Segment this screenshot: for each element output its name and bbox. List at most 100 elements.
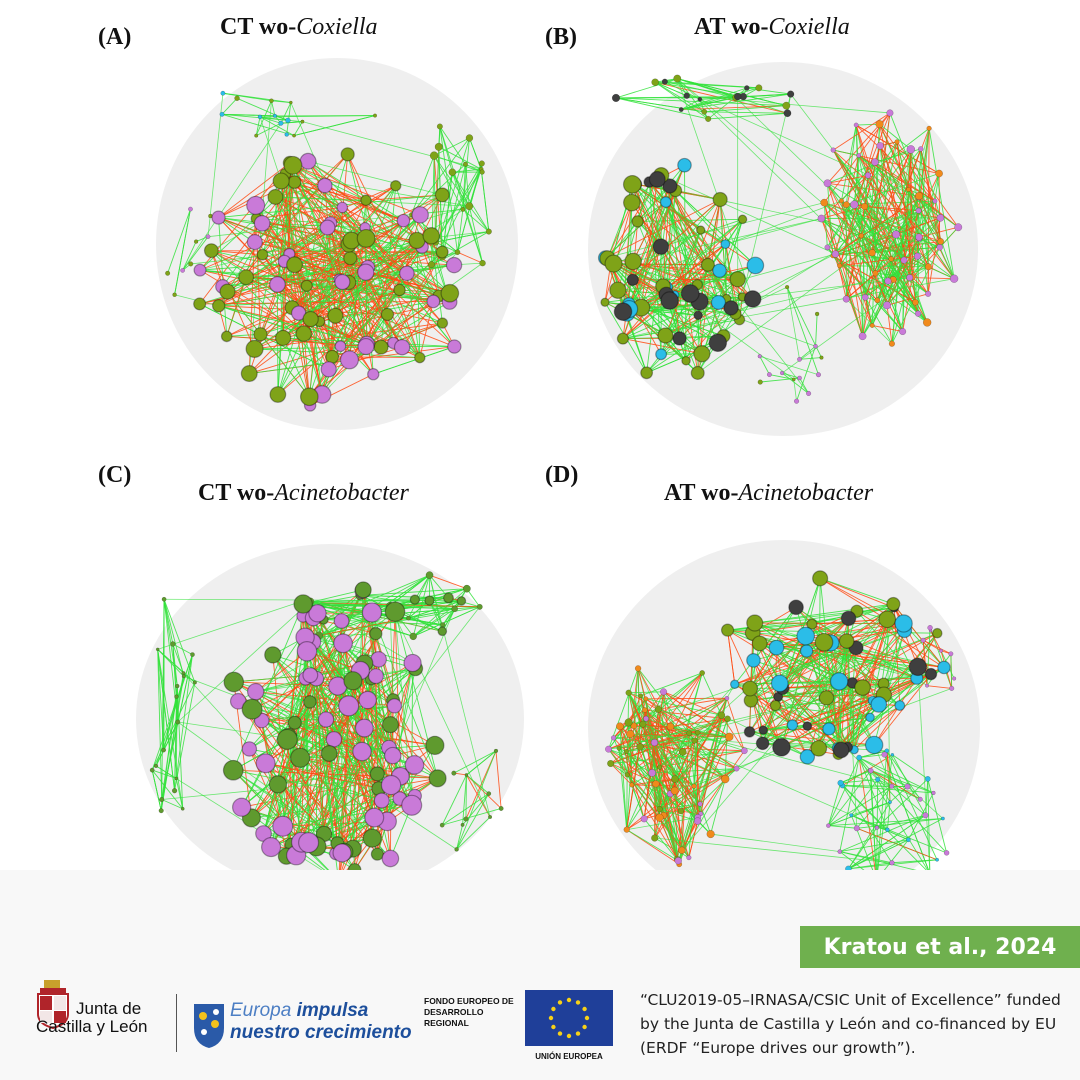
negative-edge bbox=[261, 223, 330, 370]
positive-edge bbox=[879, 123, 912, 150]
network-node bbox=[203, 243, 219, 259]
network-node bbox=[954, 223, 963, 232]
positive-edge bbox=[277, 185, 326, 285]
positive-edge bbox=[827, 182, 920, 238]
network-node bbox=[613, 302, 633, 322]
positive-edge bbox=[222, 92, 291, 103]
positive-edge bbox=[431, 155, 435, 265]
network-node bbox=[725, 732, 734, 742]
negative-edge bbox=[694, 740, 737, 769]
network-node bbox=[856, 754, 862, 761]
network-node bbox=[938, 648, 943, 653]
negative-edge bbox=[619, 726, 680, 865]
network-node bbox=[317, 711, 335, 728]
positive-edge bbox=[373, 346, 455, 375]
positive-edge bbox=[762, 647, 857, 744]
network-node bbox=[403, 653, 422, 673]
network-node bbox=[712, 191, 728, 208]
positive-edge bbox=[827, 182, 892, 260]
network-node bbox=[787, 90, 795, 98]
positive-edge bbox=[254, 162, 291, 349]
network-node bbox=[254, 133, 259, 138]
positive-edge bbox=[781, 266, 929, 374]
positive-edge bbox=[699, 98, 920, 199]
positive-edge bbox=[654, 742, 701, 805]
network-node bbox=[220, 330, 233, 343]
network-node bbox=[493, 748, 499, 754]
positive-edge bbox=[408, 574, 430, 619]
network-node bbox=[354, 718, 374, 738]
positive-edge bbox=[233, 769, 325, 835]
network-node bbox=[463, 816, 469, 822]
network-node bbox=[334, 273, 351, 291]
positive-edge bbox=[659, 635, 806, 768]
network-node bbox=[158, 808, 164, 814]
network-node bbox=[924, 263, 932, 271]
negative-edge bbox=[832, 149, 941, 248]
network-node bbox=[308, 604, 327, 623]
network-node bbox=[219, 111, 225, 117]
panel-title-c: CT wo-Acinetobacter bbox=[198, 480, 409, 506]
network-node bbox=[656, 764, 663, 770]
network-node bbox=[693, 310, 703, 321]
negative-edge bbox=[759, 623, 904, 644]
negative-edge bbox=[681, 105, 787, 110]
positive-edge bbox=[177, 654, 193, 723]
positive-edge bbox=[839, 814, 926, 853]
positive-edge bbox=[468, 169, 482, 207]
positive-edge bbox=[793, 379, 797, 402]
positive-edge bbox=[628, 692, 695, 787]
negative-edge bbox=[662, 265, 756, 287]
network-node bbox=[788, 599, 804, 616]
network-node bbox=[949, 685, 955, 691]
negative-edge bbox=[608, 697, 728, 750]
network-node bbox=[733, 765, 740, 772]
positive-edge bbox=[236, 97, 289, 121]
positive-edge bbox=[886, 128, 930, 306]
network-node bbox=[931, 790, 936, 796]
positive-edge bbox=[856, 123, 880, 126]
positive-edge bbox=[845, 204, 873, 326]
panel-title-d: AT wo-Acinetobacter bbox=[664, 480, 874, 506]
negative-edge bbox=[856, 827, 938, 861]
positive-edge bbox=[221, 113, 275, 117]
network-node bbox=[380, 307, 395, 322]
fondo-europeo-label: FONDO EUROPEO DE DESARROLLO REGIONAL bbox=[424, 996, 514, 1028]
positive-edge bbox=[466, 750, 497, 776]
network-node bbox=[211, 299, 226, 313]
network-node bbox=[875, 120, 884, 129]
network-node bbox=[240, 365, 258, 383]
positive-edge bbox=[282, 747, 390, 827]
positive-edge bbox=[163, 599, 178, 687]
positive-edge bbox=[827, 247, 903, 332]
positive-edge bbox=[238, 599, 416, 702]
network-node bbox=[625, 689, 632, 696]
negative-edge bbox=[853, 705, 901, 751]
negative-edge bbox=[879, 145, 911, 278]
network-node bbox=[268, 775, 288, 794]
negative-edge bbox=[348, 282, 367, 347]
network-node bbox=[864, 172, 872, 179]
positive-edge bbox=[174, 209, 191, 295]
positive-edge bbox=[827, 183, 834, 256]
positive-edge bbox=[152, 769, 177, 779]
network-node bbox=[706, 829, 715, 839]
positive-edge bbox=[626, 697, 827, 752]
network-node bbox=[600, 297, 610, 307]
eu-star bbox=[584, 1015, 590, 1021]
positive-edge bbox=[920, 148, 941, 218]
positive-edge bbox=[411, 155, 435, 215]
positive-edge bbox=[659, 740, 695, 810]
positive-edge bbox=[853, 204, 892, 260]
negative-edge bbox=[394, 611, 401, 777]
network-node bbox=[677, 807, 685, 815]
positive-edge bbox=[307, 160, 451, 294]
network-node bbox=[917, 146, 924, 152]
positive-edge bbox=[157, 649, 176, 791]
positive-edge bbox=[827, 782, 842, 826]
network-node bbox=[814, 311, 820, 317]
positive-edge bbox=[697, 210, 919, 374]
positive-edge bbox=[293, 121, 303, 136]
network-node bbox=[630, 722, 638, 730]
network-node bbox=[786, 719, 799, 731]
